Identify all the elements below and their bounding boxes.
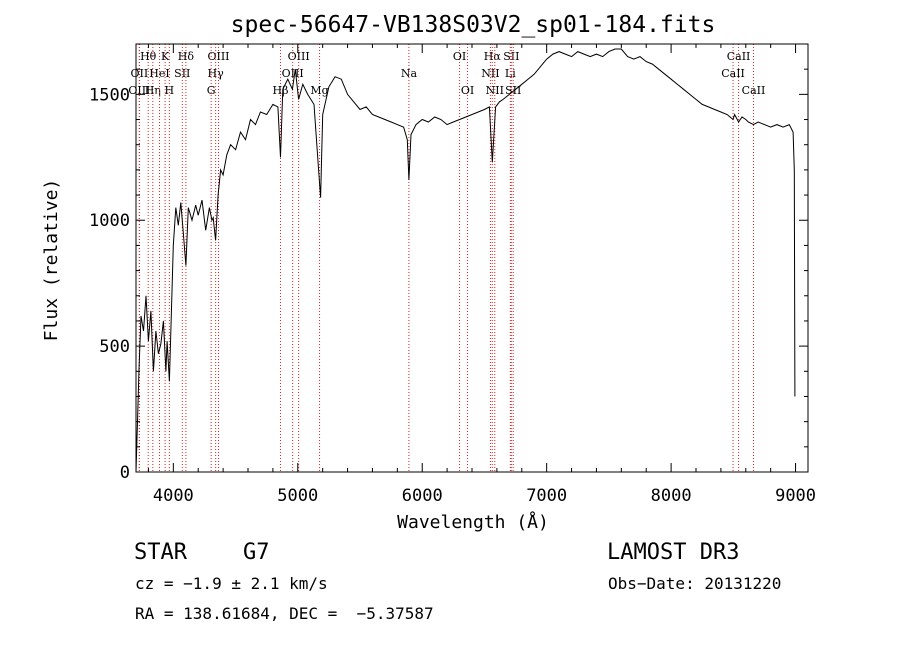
line-marker-label: Hα	[484, 50, 502, 63]
y-tick-label: 500	[99, 337, 130, 357]
survey-name: LAMOST DR3	[607, 540, 740, 565]
line-marker-label: OII	[131, 67, 149, 80]
x-axis-label: Wavelength (Å)	[397, 511, 549, 533]
y-tick-label: 1000	[89, 211, 130, 231]
line-marker-label: SII	[505, 84, 521, 97]
line-marker-label: Hγ	[208, 67, 225, 80]
y-axis: 0 500 1000 1500	[89, 43, 808, 483]
coordinates: RA = 138.61684, DEC = −5.37587	[135, 604, 434, 623]
obs-date: Obs−Date: 20131220	[608, 574, 782, 593]
redshift-cz: cz = −1.9 ± 2.1 km/s	[135, 574, 328, 593]
x-tick-label: 4000	[153, 486, 194, 506]
line-marker-label: OIII	[288, 50, 310, 63]
line-marker-label: Hδ	[178, 50, 195, 63]
line-marker-label: Li	[505, 67, 516, 80]
line-marker-label: NII	[481, 67, 499, 80]
line-marker-label: OIII	[128, 84, 150, 97]
spectrum-line	[135, 48, 796, 473]
line-marker-label: OIII	[282, 67, 304, 80]
line-marker-label: HeI	[149, 67, 169, 80]
y-tick-label: 1500	[89, 85, 130, 105]
line-marker-label: CaII	[721, 67, 745, 80]
line-marker-label: CaII	[742, 84, 766, 97]
line-marker-label: Hθ	[140, 50, 157, 63]
line-marker-label: OIII	[207, 50, 229, 63]
line-marker-label: NII	[486, 84, 504, 97]
line-marker-label: Hβ	[273, 84, 289, 97]
y-tick-label: 0	[120, 463, 130, 483]
line-marker-label: SII	[503, 50, 519, 63]
x-tick-label: 7000	[526, 486, 567, 506]
object-class: STAR	[134, 540, 187, 565]
x-tick-label: 8000	[651, 486, 692, 506]
line-marker-label: Na	[401, 67, 418, 80]
y-axis-label: Flux (relative)	[41, 179, 62, 342]
line-marker-label: OI	[453, 50, 466, 63]
line-marker-label: OI	[461, 84, 474, 97]
line-marker-label: SII	[174, 67, 190, 80]
line-marker-label: Mg	[310, 84, 328, 97]
x-tick-label: 6000	[402, 486, 443, 506]
chart-title: spec-56647-VB138S03V2_sp01-184.fits	[231, 12, 716, 38]
x-tick-label: 5000	[277, 486, 318, 506]
x-axis: 4000 5000 6000 7000 8000 9000	[147, 44, 816, 506]
line-marker-label: K	[161, 50, 170, 63]
line-marker-label: CaII	[727, 50, 751, 63]
line-marker-label: G	[207, 84, 216, 97]
object-subclass: G7	[243, 540, 270, 565]
line-marker-label: H	[165, 84, 175, 97]
line-marker-label: Hη	[145, 84, 161, 97]
x-tick-label: 9000	[775, 486, 816, 506]
plot-frame	[135, 43, 809, 473]
